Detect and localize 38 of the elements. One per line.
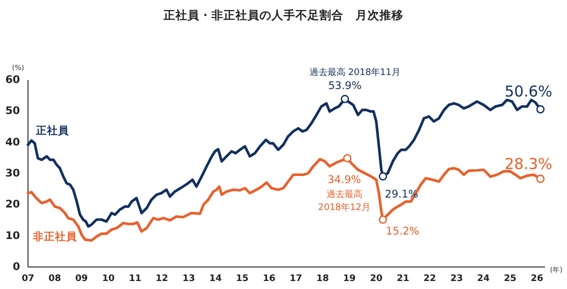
x-tick-label: 25 bbox=[504, 274, 516, 284]
y-tick-label: 20 bbox=[5, 198, 20, 211]
x-tick-label: 08 bbox=[48, 274, 62, 284]
annotation: 過去最高 bbox=[326, 189, 362, 200]
x-tick-label: 17 bbox=[290, 274, 302, 284]
x-tick-label: 11 bbox=[128, 274, 142, 284]
x-tick-label: 23 bbox=[450, 274, 463, 284]
annotation: 50.6% bbox=[504, 82, 552, 100]
x-tick-label: 19 bbox=[343, 274, 356, 284]
annotation: 15.2% bbox=[386, 226, 420, 238]
x-tick-label: 10 bbox=[102, 274, 115, 284]
x-tick-label: 15 bbox=[236, 274, 249, 284]
annotation: 53.9% bbox=[328, 80, 362, 92]
y-tick-label: 10 bbox=[5, 230, 20, 242]
series-label: 非正社員 bbox=[32, 230, 78, 243]
y-tick-label: 30 bbox=[5, 168, 20, 180]
y-tick-label: 40 bbox=[5, 136, 20, 148]
annotation: 28.3% bbox=[504, 154, 552, 173]
y-tick-label: 0 bbox=[12, 261, 20, 273]
x-tick-label: 24 bbox=[477, 274, 490, 284]
x-tick-label: 26 bbox=[530, 274, 544, 284]
x-tick-label: 21 bbox=[396, 274, 410, 284]
x-tick-label: 20 bbox=[370, 274, 383, 284]
x-tick-label: 14 bbox=[209, 274, 222, 284]
x-tick-label: 16 bbox=[262, 274, 276, 284]
series-label: 正社員 bbox=[35, 124, 70, 137]
y-tick-label: 50 bbox=[5, 105, 20, 118]
x-tick-label: 09 bbox=[75, 274, 88, 284]
annotation: 過去最高 2018年11月 bbox=[309, 67, 401, 78]
x-tick-label: 13 bbox=[182, 274, 195, 284]
x-tick-label: 12 bbox=[156, 274, 168, 284]
x-tick-label: 18 bbox=[316, 274, 329, 284]
annotation: 34.9% bbox=[328, 174, 362, 186]
x-tick-label: 22 bbox=[424, 274, 436, 284]
annotation: 2018年12月 bbox=[318, 202, 370, 214]
y-tick-label: 60 bbox=[5, 74, 20, 86]
chart-title: 正社員・非正社員の人手不足割合 月次推移 bbox=[162, 8, 404, 22]
x-tick-label: 07 bbox=[22, 274, 34, 284]
